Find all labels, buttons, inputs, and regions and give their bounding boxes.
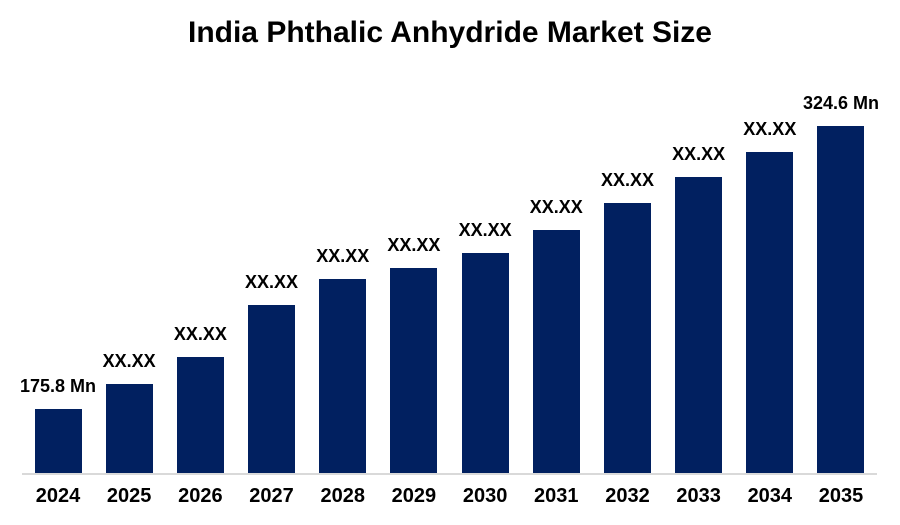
bar-2028 [319,279,367,473]
bar-2030 [461,253,509,473]
x-axis-label-2026: 2026 [178,485,223,507]
x-axis-label-2028: 2028 [320,485,365,507]
x-axis-label-2029: 2029 [391,485,437,507]
bar-value-label-2034: XX.XX [743,119,797,139]
x-axis-label-2032: 2032 [605,485,650,507]
bar-value-label-2027: XX.XX [245,272,299,292]
bar-2027 [248,305,296,473]
x-axis-label-2027: 2027 [249,485,294,507]
bar-2032 [603,203,651,473]
bar-value-label-2032: XX.XX [600,170,654,190]
bar-value-label-2031: XX.XX [529,197,583,217]
bar-2026 [176,357,224,473]
x-axis-label-2033: 2033 [676,485,721,507]
bar-2035 [817,126,865,473]
bar-2025 [105,384,153,473]
x-axis-label-2031: 2031 [534,485,579,507]
bar-2033 [675,177,723,473]
bar-2024 [34,409,82,473]
bar-value-label-2028: XX.XX [316,246,370,266]
x-axis-label-2030: 2030 [462,485,508,507]
x-axis-label-2034: 2034 [747,485,793,507]
x-axis-label-2024: 2024 [35,485,81,507]
bar-2034 [746,152,794,473]
bar-value-label-2026: XX.XX [173,324,227,344]
x-axis-line [22,473,877,475]
bar-2029 [390,268,438,473]
x-axis-label-2035: 2035 [818,485,864,507]
bar-value-label-2030: XX.XX [458,220,512,240]
x-axis-label-2025: 2025 [106,485,152,507]
bar-2031 [532,230,580,473]
bar-value-label-2025: XX.XX [102,351,156,371]
bar-value-label-2035: 324.6 Mn [802,93,879,113]
chart-title: India Phthalic Anhydride Market Size [187,16,712,49]
bar-value-label-2029: XX.XX [387,235,441,255]
bar-value-label-2033: XX.XX [672,144,726,164]
bar-value-label-2024: 175.8 Mn [19,376,97,396]
